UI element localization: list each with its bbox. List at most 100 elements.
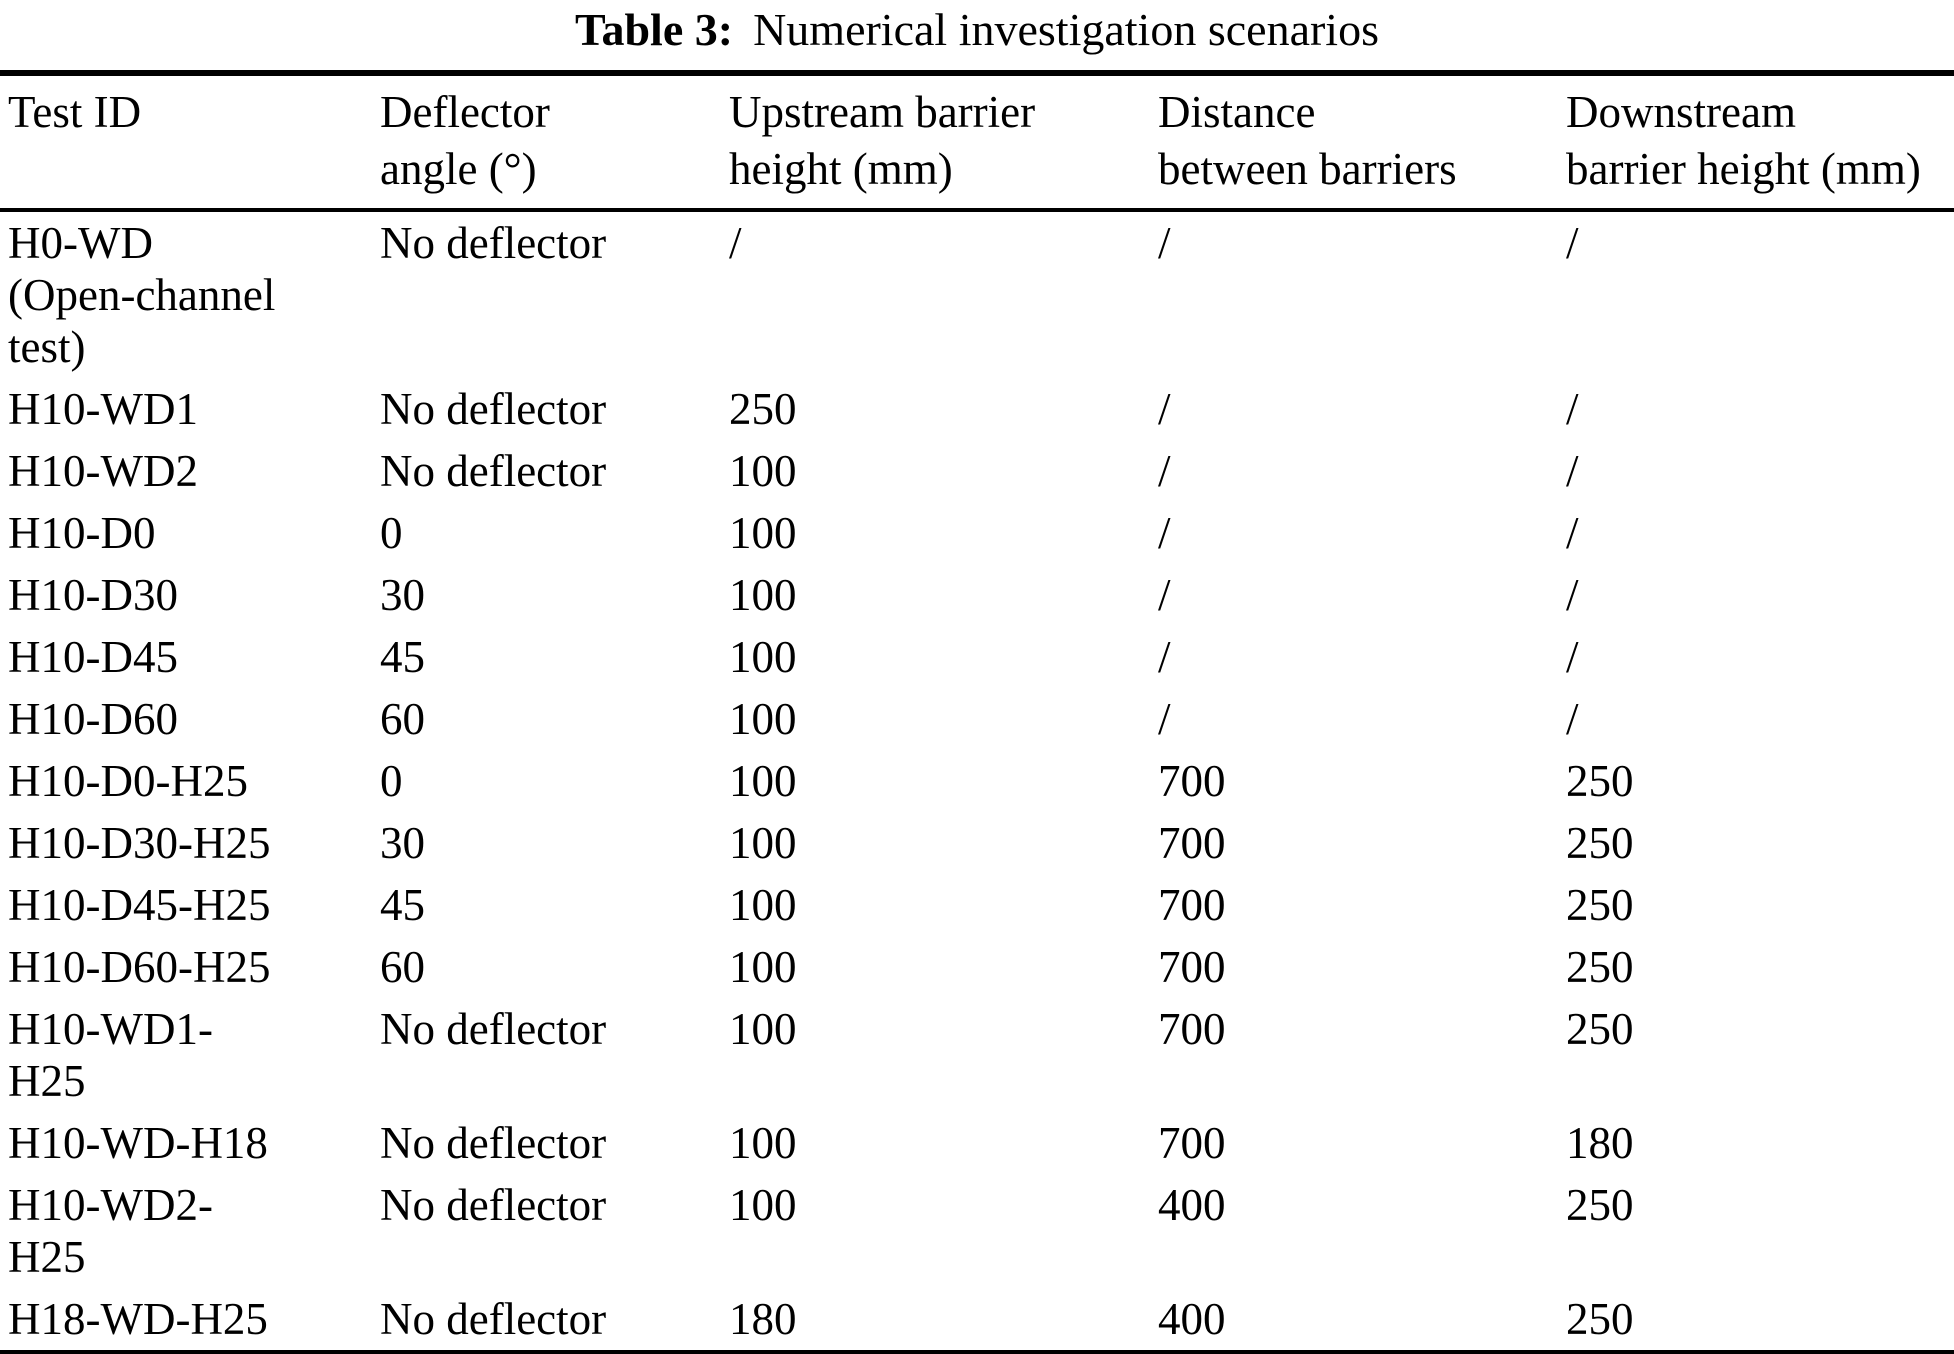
cell-distance: /: [1158, 632, 1171, 682]
cell-upstream-height: 100: [729, 1180, 797, 1230]
cell-downstream-height: 250: [1566, 1294, 1634, 1344]
cell-downstream-height: /: [1566, 632, 1579, 682]
table-caption-text: Numerical investigation scenarios: [753, 4, 1379, 55]
cell-distance: 700: [1158, 880, 1226, 930]
table-row: H10-D0 0 100 / /: [0, 502, 1954, 564]
cell-test-id: H10-D45: [8, 632, 178, 682]
cell-deflector-angle: 30: [380, 570, 425, 620]
cell-upstream-height: 100: [729, 570, 797, 620]
cell-deflector-angle: No deflector: [380, 1004, 607, 1054]
cell-downstream-height: 250: [1566, 818, 1634, 868]
cell-deflector-angle: 60: [380, 942, 425, 992]
cell-distance: /: [1158, 570, 1171, 620]
table-row: H10-WD2- H25 No deflector 100 400 250: [0, 1174, 1954, 1288]
column-header-deflector-angle: Deflector angle (°): [380, 87, 550, 194]
cell-upstream-height: 100: [729, 942, 797, 992]
table-row: H0-WD (Open-channel test) No deflector /…: [0, 210, 1954, 378]
cell-deflector-angle: No deflector: [380, 1118, 607, 1168]
cell-downstream-height: /: [1566, 570, 1579, 620]
cell-upstream-height: 100: [729, 694, 797, 744]
cell-upstream-height: 100: [729, 818, 797, 868]
cell-upstream-height: 100: [729, 508, 797, 558]
cell-deflector-angle: No deflector: [380, 218, 607, 268]
cell-distance: 700: [1158, 1118, 1226, 1168]
cell-test-id: H10-D30: [8, 570, 178, 620]
table-row: H18-WD-H25 No deflector 180 400 250: [0, 1288, 1954, 1353]
cell-upstream-height: 100: [729, 1118, 797, 1168]
cell-downstream-height: 250: [1566, 1004, 1634, 1054]
cell-downstream-height: /: [1566, 694, 1579, 744]
cell-downstream-height: 250: [1566, 756, 1634, 806]
cell-test-id: H10-D60: [8, 694, 178, 744]
cell-deflector-angle: 45: [380, 880, 425, 930]
cell-downstream-height: /: [1566, 446, 1579, 496]
table-row: H10-D0-H25 0 100 700 250: [0, 750, 1954, 812]
table-row: H10-D60-H25 60 100 700 250: [0, 936, 1954, 998]
table-row: H10-WD-H18 No deflector 100 700 180: [0, 1112, 1954, 1174]
cell-downstream-height: 250: [1566, 880, 1634, 930]
cell-upstream-height: 100: [729, 446, 797, 496]
cell-deflector-angle: 30: [380, 818, 425, 868]
table-caption: Table 3: Numerical investigation scenario…: [0, 2, 1954, 58]
cell-upstream-height: 180: [729, 1294, 797, 1344]
table-row: H10-D45-H25 45 100 700 250: [0, 874, 1954, 936]
cell-upstream-height: 250: [729, 384, 797, 434]
cell-test-id: H10-D30-H25: [8, 818, 271, 868]
column-header-distance-between-barriers: Distance between barriers: [1158, 87, 1457, 194]
cell-downstream-height: /: [1566, 508, 1579, 558]
cell-downstream-height: /: [1566, 384, 1579, 434]
table-row: H10-D60 60 100 / /: [0, 688, 1954, 750]
scenarios-table: Test ID Deflector angle (°) Upstream bar…: [0, 70, 1954, 1354]
cell-deflector-angle: No deflector: [380, 1294, 607, 1344]
cell-distance: 700: [1158, 818, 1226, 868]
cell-test-id: H10-D45-H25: [8, 880, 271, 930]
cell-distance: 400: [1158, 1180, 1226, 1230]
cell-distance: 700: [1158, 756, 1226, 806]
cell-distance: 400: [1158, 1294, 1226, 1344]
table-caption-label: Table 3:: [575, 4, 734, 55]
column-header-test-id: Test ID: [8, 87, 142, 137]
table-row: H10-D30 30 100 / /: [0, 564, 1954, 626]
table-row: H10-WD1 No deflector 250 / /: [0, 378, 1954, 440]
cell-deflector-angle: 60: [380, 694, 425, 744]
cell-test-id: H10-D60-H25: [8, 942, 271, 992]
cell-test-id: H10-WD2- H25: [8, 1180, 213, 1282]
table-row: H10-WD1- H25 No deflector 100 700 250: [0, 998, 1954, 1112]
cell-distance: /: [1158, 384, 1171, 434]
cell-deflector-angle: 0: [380, 756, 403, 806]
table-row: H10-D30-H25 30 100 700 250: [0, 812, 1954, 874]
column-header-upstream-barrier-height: Upstream barrier height (mm): [729, 87, 1036, 194]
cell-deflector-angle: 0: [380, 508, 403, 558]
cell-upstream-height: 100: [729, 1004, 797, 1054]
cell-deflector-angle: No deflector: [380, 384, 607, 434]
cell-test-id: H10-WD1- H25: [8, 1004, 213, 1106]
cell-deflector-angle: 45: [380, 632, 425, 682]
cell-distance: /: [1158, 446, 1171, 496]
cell-downstream-height: 250: [1566, 942, 1634, 992]
cell-deflector-angle: No deflector: [380, 446, 607, 496]
cell-upstream-height: 100: [729, 756, 797, 806]
cell-downstream-height: 250: [1566, 1180, 1634, 1230]
cell-test-id: H0-WD (Open-channel test): [8, 218, 276, 372]
cell-test-id: H18-WD-H25: [8, 1294, 268, 1344]
cell-distance: 700: [1158, 1004, 1226, 1054]
cell-downstream-height: 180: [1566, 1118, 1634, 1168]
header-row: Test ID Deflector angle (°) Upstream bar…: [0, 73, 1954, 210]
cell-test-id: H10-WD1: [8, 384, 198, 434]
table-row: H10-WD2 No deflector 100 / /: [0, 440, 1954, 502]
cell-distance: 700: [1158, 942, 1226, 992]
cell-downstream-height: /: [1566, 218, 1579, 268]
cell-upstream-height: /: [729, 218, 742, 268]
cell-test-id: H10-WD2: [8, 446, 198, 496]
cell-upstream-height: 100: [729, 880, 797, 930]
cell-test-id: H10-D0-H25: [8, 756, 248, 806]
cell-test-id: H10-WD-H18: [8, 1118, 268, 1168]
column-header-downstream-barrier-height: Downstream barrier height (mm): [1566, 87, 1921, 194]
cell-distance: /: [1158, 694, 1171, 744]
cell-deflector-angle: No deflector: [380, 1180, 607, 1230]
table-row: H10-D45 45 100 / /: [0, 626, 1954, 688]
cell-distance: /: [1158, 508, 1171, 558]
cell-distance: /: [1158, 218, 1171, 268]
cell-test-id: H10-D0: [8, 508, 156, 558]
